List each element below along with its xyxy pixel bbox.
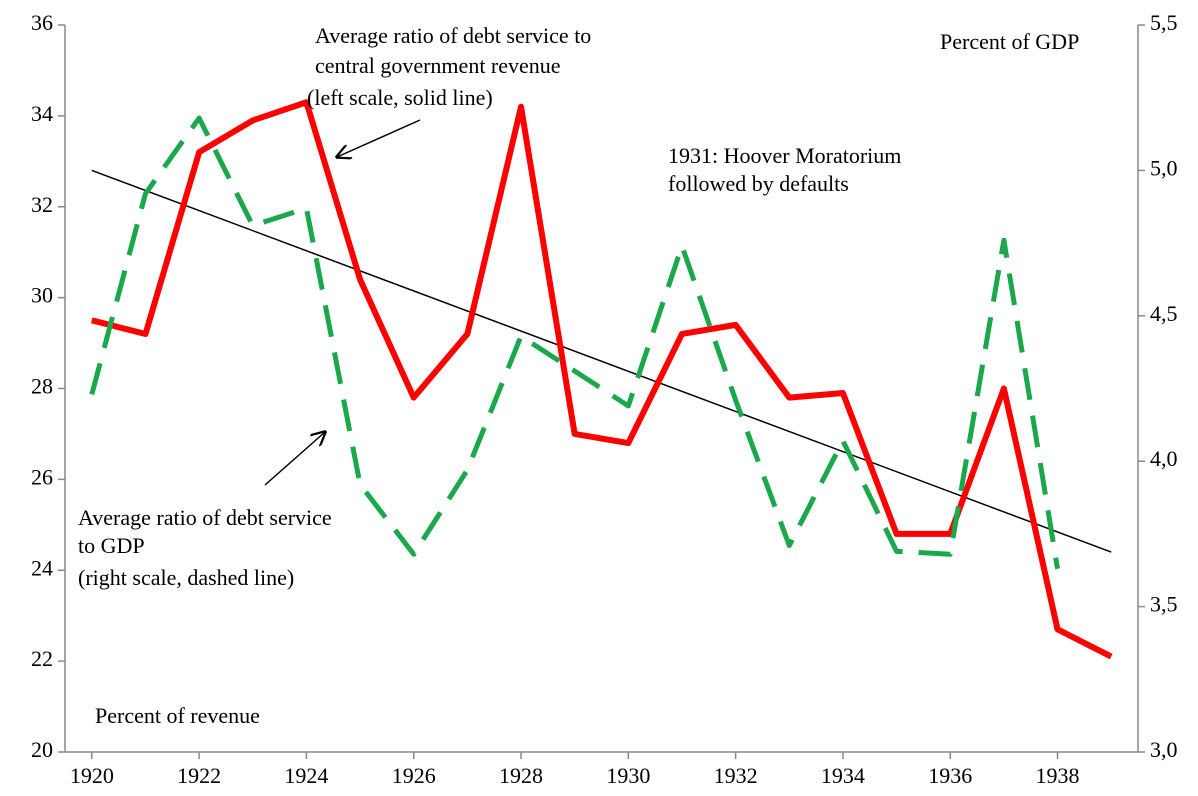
annotation: 1931: Hoover Moratorium — [668, 143, 901, 168]
y2-tick-label: 4,5 — [1150, 301, 1178, 326]
x-tick-label: 1938 — [1036, 763, 1080, 788]
x-tick-label: 1924 — [284, 763, 328, 788]
y-tick-label: 34 — [31, 101, 53, 126]
y2-tick-label: 3,5 — [1150, 592, 1178, 617]
annotation: (left scale, solid line) — [307, 85, 493, 110]
series-line — [91, 99, 1113, 660]
arrow — [264, 432, 325, 486]
arrow — [337, 119, 421, 157]
y-tick-label: 28 — [31, 374, 53, 399]
y2-tick-label: 5,5 — [1150, 10, 1178, 35]
y-tick-label: 32 — [31, 192, 53, 217]
annotation: to GDP — [78, 533, 145, 558]
x-tick-label: 1922 — [177, 763, 221, 788]
annotation: central government revenue — [315, 53, 561, 78]
x-tick-label: 1928 — [499, 763, 543, 788]
trend-line — [91, 169, 1112, 553]
annotation: Average ratio of debt service — [78, 505, 332, 530]
annotation: Percent of GDP — [940, 29, 1079, 54]
y-tick-label: 24 — [31, 555, 53, 580]
series-line — [89, 115, 1060, 570]
y-tick-label: 36 — [31, 10, 53, 35]
x-tick-label: 1926 — [392, 763, 436, 788]
y-tick-label: 26 — [31, 464, 53, 489]
annotation: Percent of revenue — [95, 703, 260, 728]
x-tick-label: 1936 — [928, 763, 972, 788]
y-tick-label: 20 — [31, 737, 53, 762]
annotation: followed by defaults — [668, 171, 849, 196]
y-tick-label: 22 — [31, 646, 53, 671]
y2-tick-label: 5,0 — [1150, 155, 1178, 180]
annotation: Average ratio of debt service to — [315, 23, 591, 48]
annotation: (right scale, dashed line) — [78, 565, 294, 590]
x-tick-label: 1930 — [606, 763, 650, 788]
x-tick-label: 1932 — [714, 763, 758, 788]
x-tick-label: 1934 — [821, 763, 865, 788]
y2-tick-label: 3,0 — [1150, 737, 1178, 762]
y-tick-label: 30 — [31, 283, 53, 308]
x-tick-label: 1920 — [70, 763, 114, 788]
y2-tick-label: 4,0 — [1150, 446, 1178, 471]
